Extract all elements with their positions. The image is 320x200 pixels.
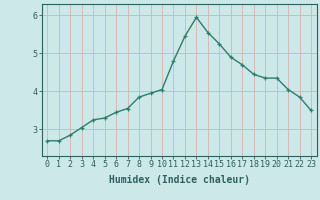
X-axis label: Humidex (Indice chaleur): Humidex (Indice chaleur) [109,175,250,185]
